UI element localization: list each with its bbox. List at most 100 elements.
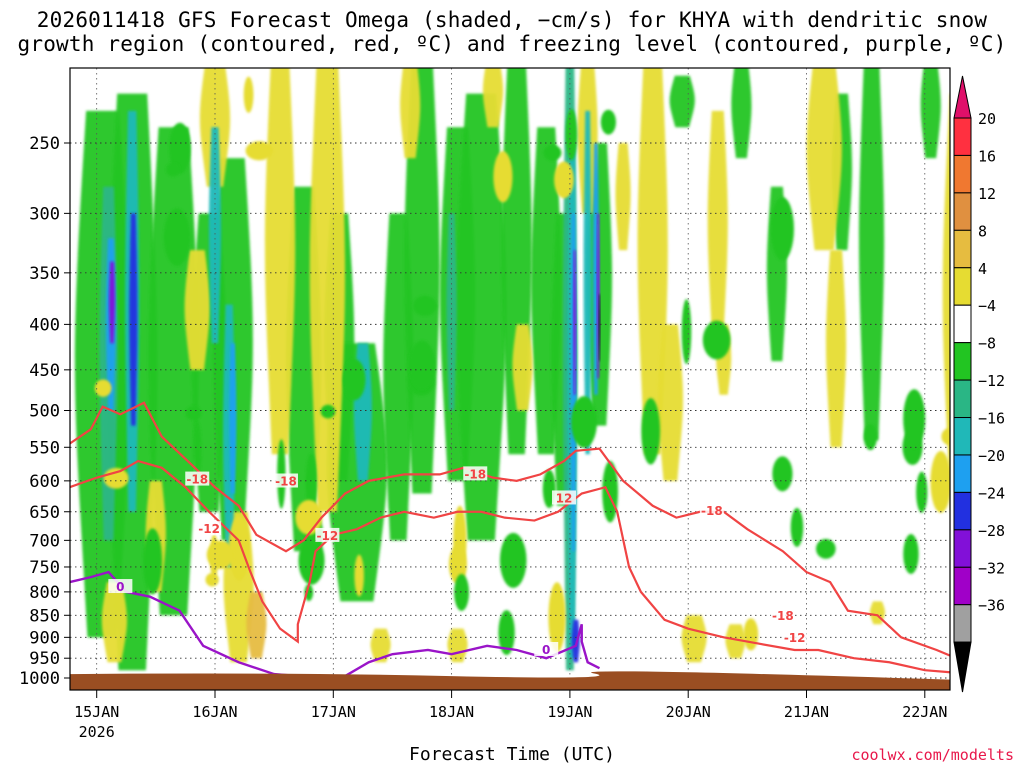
omega-cell	[731, 68, 752, 159]
colorbar-segment	[953, 379, 972, 419]
colorbar-label: −4	[978, 297, 996, 315]
temperature-contours: -18 -12 -18 -12 -18 12 -18 -18 -12 0 0	[70, 401, 950, 680]
omega-cell	[208, 127, 222, 344]
omega-cell	[583, 110, 592, 455]
chart-title-line-1: 2026011418 GFS Forecast Omega (shaded, −…	[36, 8, 988, 32]
omega-cell	[246, 591, 267, 659]
colorbar-label: −36	[978, 597, 1005, 615]
omega-cell	[326, 343, 388, 602]
omega-cell	[571, 396, 598, 448]
contour-freezing-level	[70, 570, 601, 680]
x-tick-label: 19JAN	[547, 703, 592, 721]
colorbar-label: 4	[978, 260, 987, 278]
omega-cell	[193, 421, 202, 480]
y-tick-label: 450	[29, 361, 60, 381]
colorbar-segment	[953, 566, 972, 606]
omega-cell	[512, 324, 533, 411]
omega-cell	[454, 573, 469, 611]
omega-cell	[184, 250, 210, 370]
omega-cell	[707, 110, 728, 344]
y-tick-label: 950	[29, 649, 60, 669]
omega-cell	[169, 122, 191, 174]
omega-cell	[825, 250, 847, 448]
omega-cell	[669, 75, 695, 128]
omega-cell	[447, 628, 468, 663]
omega-cell	[571, 619, 580, 663]
contour-label-bg	[315, 527, 340, 542]
omega-cell	[942, 93, 950, 498]
omega-cell	[264, 68, 296, 455]
colorbar-segment	[953, 491, 972, 531]
omega-cell	[641, 398, 661, 465]
omega-cell	[790, 507, 804, 547]
omega-cell	[863, 423, 877, 451]
omega-cell	[543, 144, 562, 161]
x-tick-label: 15JAN	[74, 703, 119, 721]
contour-label: -18	[186, 473, 208, 487]
contour-label: -12	[317, 529, 339, 543]
omega-cell	[228, 516, 250, 581]
colorbar-label: −24	[978, 484, 1005, 502]
omega-cell	[554, 161, 574, 199]
omega-cell	[772, 456, 793, 492]
colorbar-label: −20	[978, 447, 1005, 465]
y-tick-label: 600	[29, 472, 60, 492]
y-tick-label: 900	[29, 628, 60, 648]
omega-cell	[858, 68, 885, 441]
colorbar-label: −8	[978, 335, 996, 353]
omega-cell	[806, 68, 842, 251]
omega-cell	[354, 554, 364, 597]
omega-cell	[903, 534, 919, 575]
omega-cell	[615, 143, 631, 251]
omega-cell	[573, 250, 577, 395]
omega-cell	[229, 343, 237, 494]
omega-cell	[245, 141, 273, 161]
plot-frame	[69, 67, 951, 691]
omega-cell	[482, 68, 504, 128]
omega-cell	[309, 68, 346, 512]
omega-cell	[94, 379, 112, 397]
omega-cell	[598, 294, 601, 362]
omega-cell	[1004, 213, 1024, 551]
x-tick-label: 16JAN	[192, 703, 237, 721]
colorbar-label: −12	[978, 372, 1005, 390]
y-tick-label: 500	[29, 402, 60, 422]
omega-cell	[725, 624, 746, 659]
contour-label-bg	[699, 503, 724, 518]
colorbar-label: 12	[978, 185, 996, 203]
y-tick-label: 700	[29, 531, 60, 551]
omega-cell	[903, 389, 926, 449]
omega-cell	[143, 528, 163, 595]
omega-cell	[930, 450, 950, 513]
colorbar-label: 20	[978, 110, 996, 128]
y-tick-label: 750	[29, 558, 60, 578]
x-tick-label: 18JAN	[429, 703, 474, 721]
contour-label: -18	[701, 504, 723, 518]
y-tick-label: 350	[29, 264, 60, 284]
omega-shading	[74, 68, 1024, 671]
contour-label-bg	[108, 579, 133, 594]
omega-cell	[743, 618, 759, 651]
y-tick-label: 400	[29, 315, 60, 335]
chart-title-line-2: growth region (contoured, red, ºC) and f…	[17, 32, 1007, 56]
omega-cell	[565, 108, 578, 161]
x-axis-title: Forecast Time (UTC)	[409, 744, 615, 765]
colorbar-segment	[953, 304, 972, 344]
colorbar-segment	[953, 117, 972, 156]
omega-cell	[243, 76, 254, 113]
contour-label-bg	[185, 471, 210, 486]
colorbar-label: −32	[978, 559, 1005, 577]
colorbar-bottom-arrow	[953, 641, 972, 693]
omega-cell	[412, 295, 437, 316]
colorbar-segment	[953, 192, 972, 231]
terrain-fill	[70, 671, 950, 690]
omega-cell	[770, 197, 794, 261]
omega-cell	[548, 582, 566, 653]
colorbar-label: −28	[978, 522, 1005, 540]
omega-cell	[920, 68, 941, 159]
colorbar-top-arrow	[953, 75, 972, 119]
y-tick-label: 850	[29, 606, 60, 626]
contour-label: -12	[198, 522, 220, 536]
colorbar-segment	[953, 417, 972, 456]
omega-cell	[916, 471, 928, 513]
